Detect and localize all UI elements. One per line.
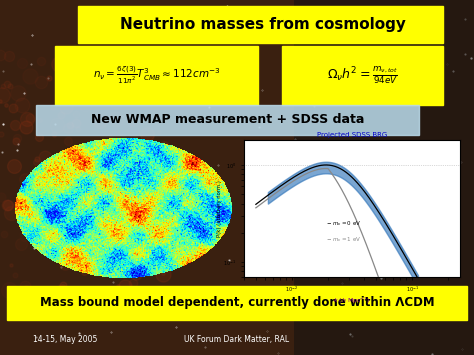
FancyBboxPatch shape [7,286,467,320]
X-axis label: $k\ (h\ \mathrm{Mpc}^{-1})$: $k\ (h\ \mathrm{Mpc}^{-1})$ [333,295,371,306]
FancyBboxPatch shape [78,6,443,43]
FancyBboxPatch shape [294,0,474,355]
Text: Mass bound model dependent, currently done within ΛCDM: Mass bound model dependent, currently do… [40,296,434,309]
Text: UK Forum Dark Matter, RAL: UK Forum Dark Matter, RAL [184,334,290,344]
FancyBboxPatch shape [282,46,443,105]
Text: $-\ m_{\nu}=1$ eV: $-\ m_{\nu}=1$ eV [326,235,361,244]
Title: Projected SDSS BRG: Projected SDSS BRG [317,132,387,138]
FancyBboxPatch shape [55,46,258,105]
Text: New WMAP measurement + SDSS data: New WMAP measurement + SDSS data [91,114,364,126]
Text: 14-15, May 2005: 14-15, May 2005 [33,334,98,344]
Text: Neutrino masses from cosmology: Neutrino masses from cosmology [120,17,406,32]
Text: $-\ m_{\nu}=0$ eV: $-\ m_{\nu}=0$ eV [326,219,361,228]
Text: $n_{\nu} = \frac{6\zeta(3)}{11\pi^2}T_{CMB}^3 \approx 112cm^{-3}$: $n_{\nu} = \frac{6\zeta(3)}{11\pi^2}T_{C… [92,65,220,86]
Y-axis label: P(k) (arbitrary norm.): P(k) (arbitrary norm.) [217,180,222,237]
FancyBboxPatch shape [36,105,419,135]
Text: $\Omega_{\nu}h^2 = \frac{m_{\nu,tot}}{94eV}$: $\Omega_{\nu}h^2 = \frac{m_{\nu,tot}}{94… [327,65,398,86]
